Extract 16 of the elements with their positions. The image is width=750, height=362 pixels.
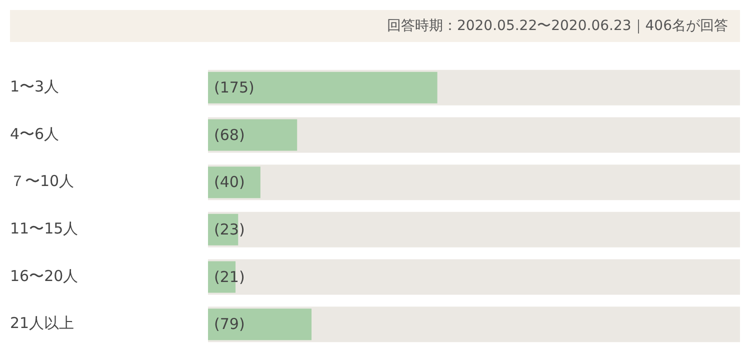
y-tick-label: ７〜10人: [10, 172, 74, 190]
bar: [208, 166, 260, 198]
bar: [208, 119, 298, 151]
y-tick-label: 21人以上: [10, 314, 74, 332]
bar: [208, 308, 312, 340]
y-tick-label: 4〜6人: [10, 124, 60, 143]
y-tick-label: 11〜15人: [10, 220, 78, 238]
y-tick-label: 16〜20人: [10, 266, 78, 285]
data-label: (40): [214, 173, 245, 192]
data-label: (79): [214, 315, 245, 334]
data-label: (68): [214, 126, 245, 144]
data-label: (23): [214, 220, 245, 239]
chart-subtitle: 回答時期：2020.05.22〜2020.06.23｜406名が回答: [10, 10, 740, 42]
data-label: (21): [214, 268, 245, 286]
y-tick-label: 1〜3人: [10, 78, 60, 96]
data-label: (175): [214, 78, 254, 97]
